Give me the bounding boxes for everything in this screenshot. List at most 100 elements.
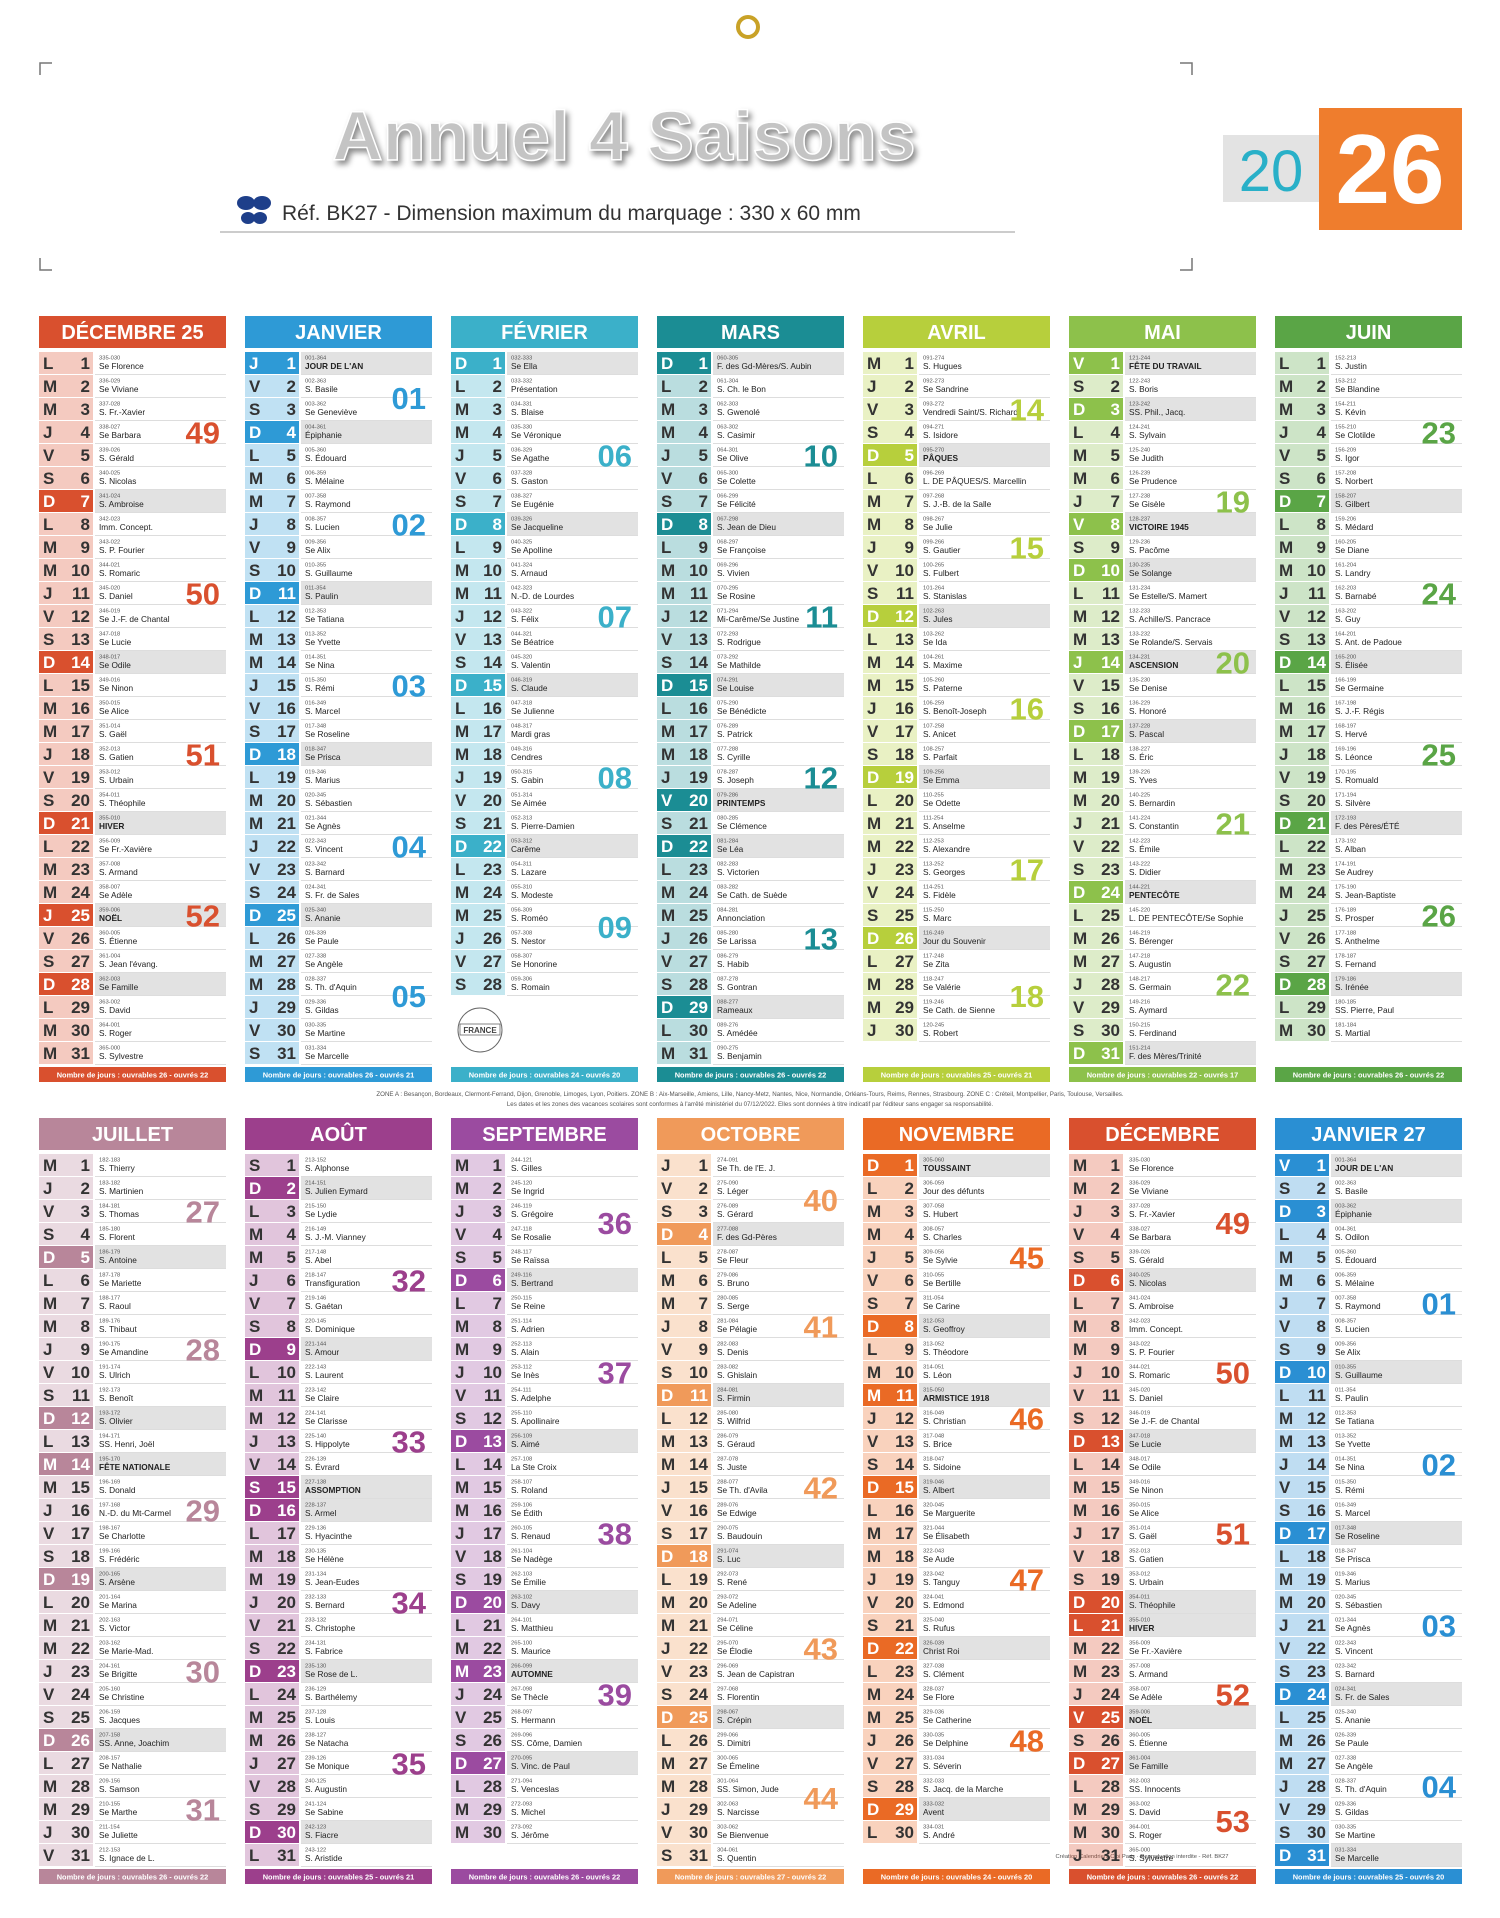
day-box bbox=[863, 559, 917, 581]
day-box bbox=[1275, 812, 1329, 834]
day-code: 081-284 bbox=[717, 839, 739, 845]
weekday-letter: D bbox=[1073, 1593, 1085, 1612]
saint: S. Hubert bbox=[923, 1209, 959, 1219]
day-code: 071-294 bbox=[717, 609, 739, 615]
day-number: 9 bbox=[699, 538, 708, 557]
saint: S. Aimé bbox=[511, 1439, 540, 1449]
day-code: 349-016 bbox=[99, 678, 120, 684]
saint: S. Augustin bbox=[305, 1784, 347, 1794]
day-number: 2 bbox=[699, 1179, 708, 1198]
saint: Se Agnès bbox=[1335, 1623, 1371, 1633]
day-number: 7 bbox=[81, 492, 90, 511]
weekday-letter: M bbox=[867, 814, 881, 833]
day-number: 20 bbox=[483, 1593, 502, 1612]
day-box bbox=[451, 1177, 505, 1199]
saint: S. Pierre-Damien bbox=[511, 821, 575, 831]
day-box bbox=[1069, 858, 1123, 880]
weekday-letter: M bbox=[661, 1455, 675, 1474]
day-box bbox=[1275, 1821, 1329, 1843]
day-box bbox=[39, 1338, 93, 1360]
day-code: 199-166 bbox=[99, 1549, 120, 1555]
weekday-letter: J bbox=[249, 1271, 258, 1290]
saint: S. Gatien bbox=[99, 752, 134, 762]
day-box bbox=[1275, 766, 1329, 788]
saint: S. Jérôme bbox=[511, 1830, 549, 1840]
weekday-letter: L bbox=[661, 538, 671, 557]
day-code: 311-054 bbox=[923, 1296, 945, 1302]
saint: S. Edmond bbox=[923, 1600, 964, 1610]
weekday-letter: M bbox=[1073, 607, 1087, 626]
saint: S. Gérald bbox=[1129, 1255, 1164, 1265]
day-box bbox=[245, 1407, 299, 1429]
row-highlight bbox=[919, 1476, 1050, 1498]
day-box bbox=[245, 421, 299, 443]
saint: Se Emma bbox=[923, 775, 960, 785]
day-number: 4 bbox=[493, 1225, 503, 1244]
day-number: 25 bbox=[483, 1708, 502, 1727]
weekday-letter: V bbox=[661, 952, 673, 971]
weekday-letter: M bbox=[1073, 929, 1087, 948]
day-box bbox=[863, 766, 917, 788]
day-code: 330-035 bbox=[923, 1733, 944, 1739]
day-box bbox=[39, 1246, 93, 1268]
row-highlight bbox=[919, 1154, 1050, 1176]
weekday-letter: J bbox=[1073, 1846, 1082, 1865]
saint: S. Luc bbox=[717, 1554, 741, 1564]
day-code: 345-020 bbox=[99, 586, 120, 592]
saint: Se Delphine bbox=[923, 1738, 969, 1748]
saint: S. Gautier bbox=[923, 545, 961, 555]
day-box bbox=[1069, 743, 1123, 765]
month-header bbox=[1275, 1118, 1462, 1150]
day-number: 8 bbox=[1317, 515, 1326, 534]
saint: Se J.-F. de Chantal bbox=[99, 614, 170, 624]
day-box bbox=[1275, 1246, 1329, 1268]
day-code: 172-193 bbox=[1335, 816, 1356, 822]
day-number: 1 bbox=[1111, 354, 1120, 373]
day-box bbox=[245, 628, 299, 650]
day-box bbox=[1275, 1177, 1329, 1199]
day-code: 098-267 bbox=[923, 517, 944, 523]
day-code: 315-050 bbox=[923, 1388, 944, 1394]
day-number: 2 bbox=[81, 377, 90, 396]
week-number: 52 bbox=[1216, 1678, 1250, 1713]
weekday-letter: L bbox=[43, 515, 53, 534]
day-number: 16 bbox=[1307, 699, 1326, 718]
day-box bbox=[657, 1568, 711, 1590]
week-number: 07 bbox=[598, 600, 632, 635]
day-box bbox=[1275, 582, 1329, 604]
saint: S. Patrick bbox=[717, 729, 753, 739]
day-box bbox=[451, 1591, 505, 1613]
day-box bbox=[451, 1361, 505, 1383]
saint: S. Germain bbox=[1129, 982, 1171, 992]
day-number: 9 bbox=[1111, 538, 1120, 557]
weekday-letter: J bbox=[661, 1639, 670, 1658]
day-code: 346-019 bbox=[1129, 1411, 1150, 1417]
day-code: 217-148 bbox=[305, 1250, 326, 1256]
day-box bbox=[1275, 1338, 1329, 1360]
day-number: 20 bbox=[1101, 1593, 1120, 1612]
saint: Se Claire bbox=[305, 1393, 340, 1403]
weekday-letter: V bbox=[1279, 768, 1291, 787]
row-highlight bbox=[919, 605, 1050, 627]
day-box bbox=[39, 1637, 93, 1659]
day-code: 214-151 bbox=[305, 1181, 326, 1187]
reference: Réf. BK27 - Dimension maximum du marquag… bbox=[282, 202, 861, 225]
day-number: 14 bbox=[277, 1455, 296, 1474]
week-number: 22 bbox=[1216, 968, 1250, 1003]
saint: S. Adrien bbox=[511, 1324, 545, 1334]
saint: Se Colette bbox=[717, 476, 756, 486]
saint: Se Brigitte bbox=[99, 1669, 138, 1679]
day-number: 11 bbox=[278, 584, 296, 603]
row-highlight bbox=[1331, 1683, 1462, 1705]
day-box bbox=[245, 858, 299, 880]
day-code: 067-298 bbox=[717, 517, 738, 523]
day-box bbox=[657, 835, 711, 857]
weekday-letter: J bbox=[1279, 1616, 1288, 1635]
week-number: 50 bbox=[1216, 1356, 1250, 1391]
saint: Cendres bbox=[511, 752, 542, 762]
day-box bbox=[1275, 1614, 1329, 1636]
weekday-letter: M bbox=[1073, 446, 1087, 465]
day-box bbox=[39, 1706, 93, 1728]
day-box bbox=[451, 1545, 505, 1567]
